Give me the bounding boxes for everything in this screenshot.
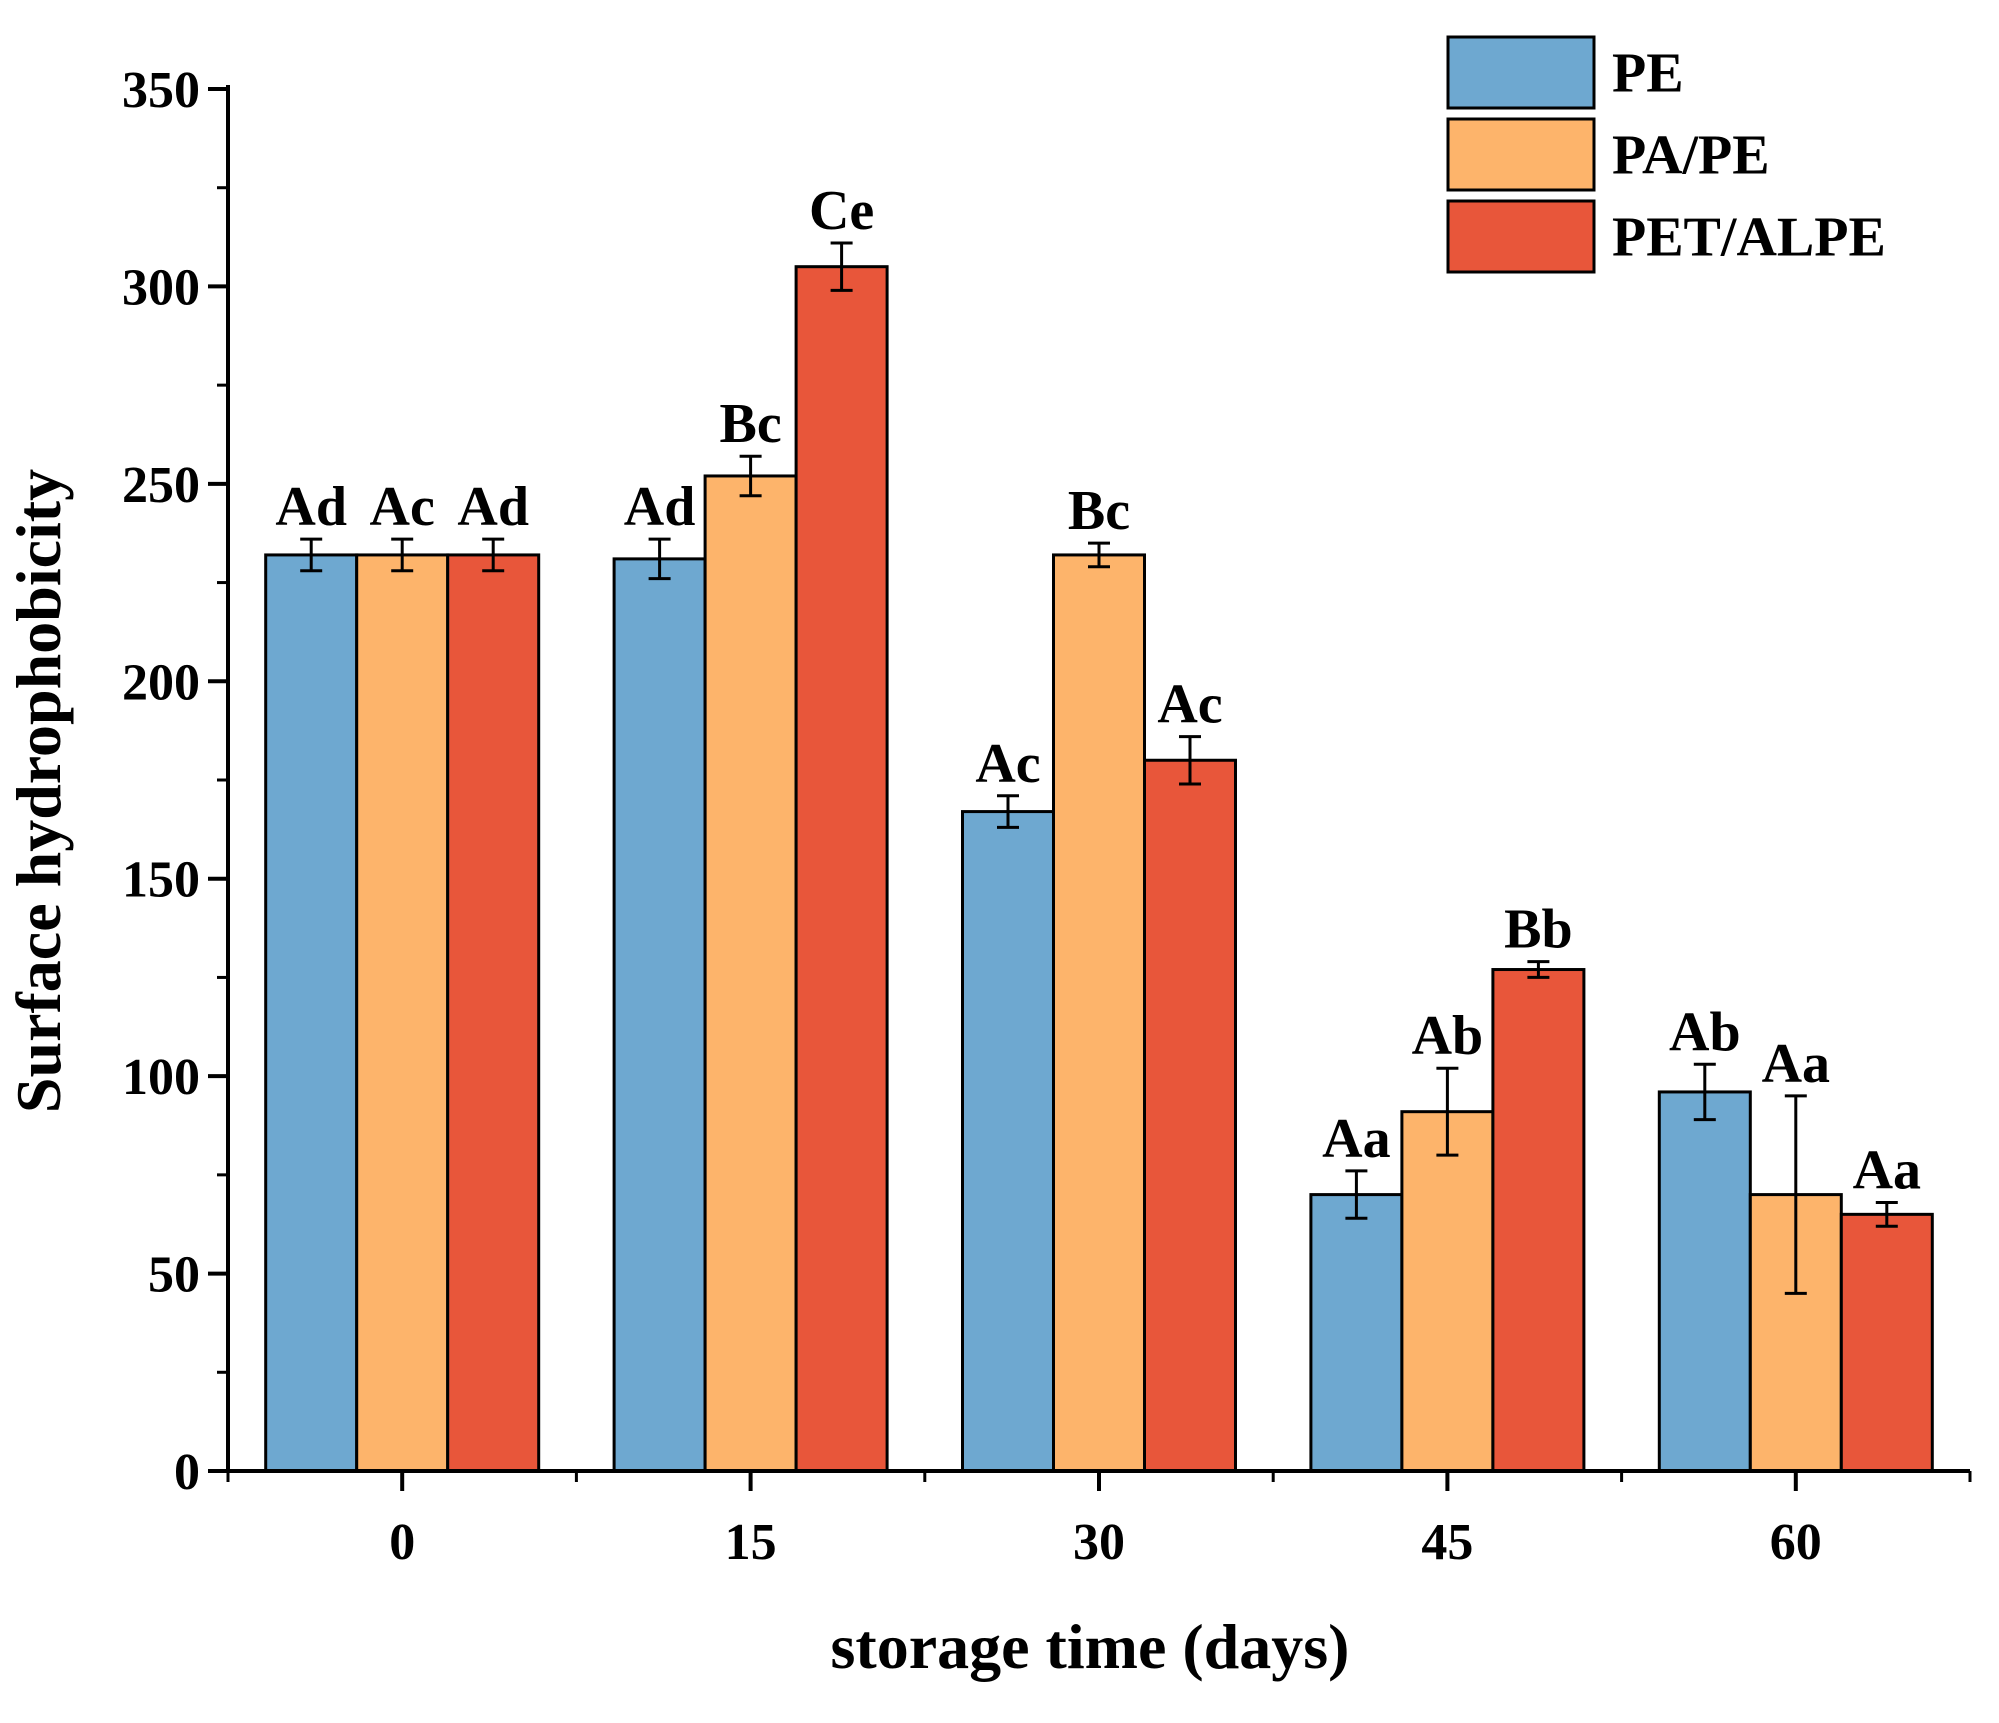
x-tick-label: 0 (389, 1514, 415, 1571)
bar-pet-alpe-30 (1143, 758, 1237, 1473)
significance-label: Bc (719, 393, 781, 455)
significance-label: Ab (1412, 1005, 1484, 1067)
bar-pet-alpe-45 (1491, 968, 1586, 1473)
significance-label: Ab (1669, 1001, 1741, 1063)
bar-labels-group: Ad Ad Ac Aa Ab Ac Bc Bc Ab Aa Ad Ce Ac Bb Aa (275, 180, 1921, 1202)
bar-pe-0 (264, 553, 359, 1473)
significance-label: Bc (1068, 480, 1130, 542)
x-tick-label: 30 (1073, 1514, 1125, 1571)
bar-pe-45 (1309, 1193, 1404, 1473)
significance-label: Ac (370, 476, 435, 538)
bar-pe-15 (612, 557, 707, 1473)
legend-label: PET/ALPE (1612, 207, 1886, 269)
y-axis-title: Surface hydrophobicity (3, 469, 74, 1113)
legend-swatch-pa-pe (1446, 117, 1596, 192)
legend-swatch-pet-alpe (1446, 199, 1596, 274)
y-tick-label: 0 (174, 1444, 200, 1501)
y-tick-label: 250 (122, 457, 200, 514)
x-axis-title: storage time (days) (831, 1611, 1350, 1682)
x-tick-label: 60 (1770, 1514, 1822, 1571)
bars-group (264, 241, 1934, 1473)
bar-pet-alpe-15 (794, 265, 889, 1473)
bar-pa-pe-45 (1400, 1110, 1495, 1473)
significance-label: Ad (457, 476, 529, 538)
significance-label: Aa (1853, 1139, 1921, 1201)
x-tick-label: 15 (725, 1514, 777, 1571)
y-tick-label: 200 (122, 654, 200, 711)
legend-label: PA/PE (1612, 125, 1770, 187)
significance-label: Aa (1762, 1033, 1830, 1095)
bar-pet-alpe-0 (446, 553, 541, 1473)
y-tick-label: 100 (122, 1049, 200, 1106)
significance-label: Ac (975, 733, 1040, 795)
y-tick-label: 350 (122, 62, 200, 119)
significance-label: Ad (275, 476, 347, 538)
bar-pe-60 (1657, 1090, 1752, 1473)
significance-label: Ad (624, 476, 696, 538)
y-tick-label: 300 (122, 259, 200, 316)
bar-pa-pe-15 (703, 474, 798, 1473)
bar-pa-pe-0 (355, 553, 450, 1473)
bar-pet-alpe-60 (1839, 1212, 1934, 1473)
significance-label: Ac (1157, 674, 1222, 736)
legend-swatch-pe (1446, 35, 1596, 110)
significance-label: Ce (809, 180, 874, 242)
legend: PE PA/PE PET/ALPE (1446, 35, 1886, 274)
y-tick-label: 150 (122, 852, 200, 909)
significance-label: Bb (1504, 899, 1573, 961)
axis-group: 0 50 100 150 200 250 300 350 0 15 30 45 60 (122, 62, 1972, 1571)
legend-label: PE (1612, 43, 1684, 105)
x-tick-label: 45 (1421, 1514, 1473, 1571)
significance-label: Aa (1322, 1108, 1390, 1170)
y-tick-label: 50 (148, 1247, 200, 1304)
bar-pa-pe-30 (1052, 553, 1146, 1473)
bar-pe-30 (961, 810, 1055, 1473)
